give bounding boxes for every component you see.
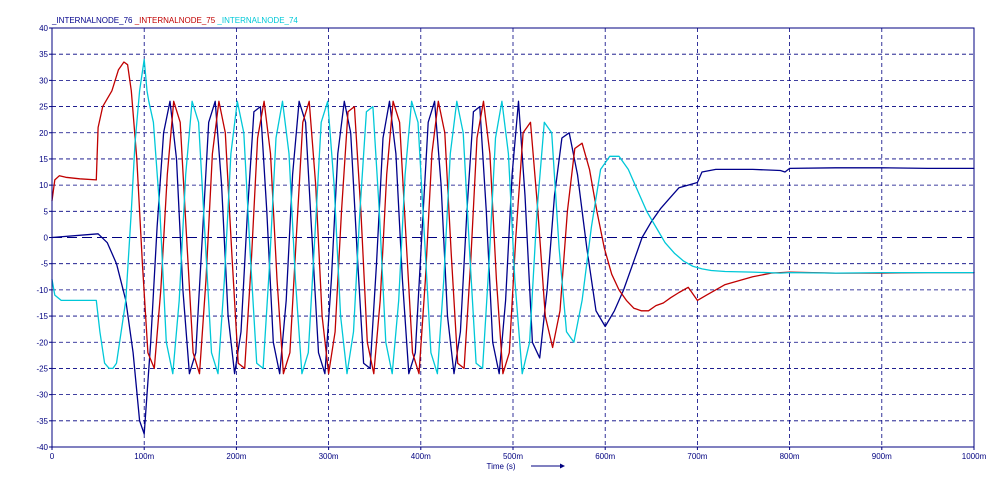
x-axis-label-group: Time (s) [486, 462, 565, 471]
y-axis-ticks: 40 35 30 25 20 15 10 5 0 -5 -10 -15 -20 -25 -30 -35 -40 [36, 24, 52, 452]
x-tick-label: 1000m [962, 452, 987, 461]
x-tick-label: 100m [134, 452, 154, 461]
legend-entry: _INTERNALNODE_75 [134, 16, 218, 25]
y-tick-label: -5 [41, 260, 49, 269]
x-tick-label: 800m [780, 452, 800, 461]
x-tick-label: 900m [872, 452, 892, 461]
x-axis-ticks: 0 100m 200m 300m 400m 500m 600m 700m 800m 900m 100… [50, 447, 987, 461]
y-tick-label: -30 [36, 391, 48, 400]
y-tick-label: 30 [39, 76, 48, 85]
y-tick-label: 5 [44, 207, 49, 216]
y-tick-label: -40 [36, 443, 48, 452]
y-tick-label: -25 [36, 364, 48, 373]
y-tick-label: -15 [36, 312, 48, 321]
legend-entry: _INTERNALNODE_74 [216, 16, 298, 25]
y-tick-label: -35 [36, 417, 48, 426]
series-line-1 [51, 61, 975, 375]
legend-entries: _INTERNALNODE_76 _INTERNALNODE_75 _INTER… [51, 16, 298, 25]
x-tick-label: 0 [50, 452, 55, 461]
x-tick-label: 200m [226, 452, 246, 461]
x-tick-label: 400m [411, 452, 431, 461]
x-tick-label: 300m [319, 452, 339, 461]
x-tick-label: 700m [687, 452, 707, 461]
legend: _INTERNALNODE_76 _INTERNALNODE_75 _INTER… [51, 16, 298, 25]
y-tick-label: 20 [39, 129, 48, 138]
series-line-2 [51, 58, 975, 375]
x-axis-arrowhead [560, 463, 565, 469]
y-tick-label: 35 [39, 50, 48, 59]
x-tick-label: 500m [503, 452, 523, 461]
y-tick-label: 0 [44, 234, 49, 243]
y-tick-label: -10 [36, 286, 48, 295]
y-tick-label: 10 [39, 181, 48, 190]
legend-entry: _INTERNALNODE_76 [51, 16, 135, 25]
y-tick-label: 25 [39, 103, 48, 112]
y-tick-label: 15 [39, 155, 48, 164]
x-axis-label: Time (s) [486, 462, 515, 471]
y-tick-label: 40 [39, 24, 48, 33]
series-lines [51, 58, 975, 435]
y-tick-label: -20 [36, 338, 48, 347]
series-line-0 [51, 100, 975, 435]
x-tick-label: 600m [595, 452, 615, 461]
